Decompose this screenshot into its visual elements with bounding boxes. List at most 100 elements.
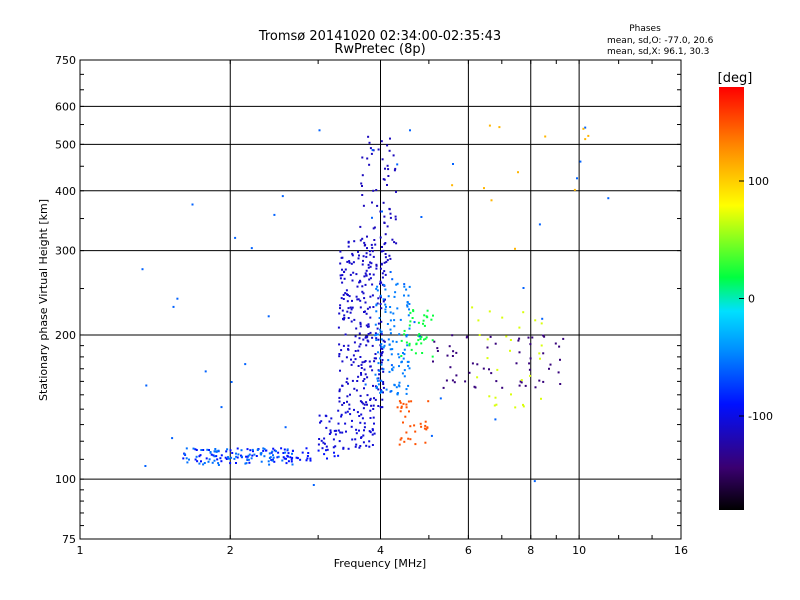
data-point	[350, 320, 353, 323]
data-point	[318, 129, 321, 132]
data-point	[380, 347, 382, 350]
x-tick-label: 10	[572, 544, 586, 557]
data-point	[582, 127, 585, 130]
data-point	[356, 285, 359, 288]
data-point	[382, 346, 385, 349]
data-point	[354, 350, 357, 352]
data-point	[380, 363, 383, 366]
data-point	[576, 177, 578, 180]
data-point	[370, 152, 373, 155]
data-point	[360, 372, 362, 374]
data-point	[514, 247, 516, 250]
data-point	[439, 397, 442, 400]
data-point	[352, 261, 355, 264]
data-point	[341, 403, 344, 406]
data-point	[360, 413, 363, 416]
data-point	[386, 184, 388, 186]
data-point	[267, 460, 270, 463]
data-point	[339, 250, 342, 253]
data-point	[386, 323, 389, 325]
data-point	[371, 283, 374, 286]
data-point	[195, 449, 198, 451]
data-point	[423, 314, 426, 317]
data-point	[433, 340, 436, 343]
data-point	[363, 297, 366, 300]
data-point	[185, 457, 188, 460]
data-point	[414, 443, 417, 446]
data-point	[471, 362, 474, 365]
data-point	[540, 322, 543, 325]
data-point	[338, 396, 341, 399]
data-point	[359, 394, 362, 397]
data-point	[384, 242, 387, 244]
data-point	[350, 308, 353, 311]
data-point	[380, 379, 383, 382]
data-point	[465, 336, 468, 339]
data-point	[220, 460, 223, 463]
data-point	[273, 460, 276, 463]
data-point	[219, 457, 222, 460]
data-point	[358, 281, 361, 284]
data-point	[267, 315, 270, 318]
data-point	[395, 340, 398, 343]
data-point	[369, 431, 372, 434]
data-point	[381, 276, 384, 279]
data-point	[365, 444, 368, 447]
data-point	[422, 319, 425, 322]
data-point	[394, 218, 397, 221]
data-point	[384, 288, 387, 291]
data-point	[540, 344, 543, 347]
data-point	[405, 392, 408, 395]
data-point	[346, 310, 349, 313]
data-point	[346, 410, 349, 413]
data-point	[330, 417, 333, 420]
data-point	[347, 245, 350, 248]
x-tick-label: 8	[527, 544, 534, 557]
chart-title: Tromsø 20141020 02:34:00-02:35:43	[258, 29, 501, 44]
data-point	[378, 317, 381, 319]
data-point	[584, 126, 587, 129]
data-point	[364, 272, 367, 275]
data-point	[233, 457, 236, 460]
data-point	[354, 438, 357, 441]
data-point	[357, 250, 359, 253]
data-point	[464, 380, 467, 383]
data-point	[235, 455, 238, 458]
data-point	[529, 343, 532, 346]
data-point	[400, 339, 403, 342]
data-point	[231, 452, 234, 454]
data-point	[372, 384, 374, 387]
data-point	[391, 340, 394, 343]
data-point	[332, 446, 335, 449]
data-point	[520, 379, 523, 382]
data-point	[235, 462, 237, 464]
colorbar-tick-label: 0	[748, 293, 755, 306]
data-point	[251, 448, 254, 451]
data-point	[384, 233, 387, 236]
data-point	[341, 309, 344, 312]
data-point	[360, 373, 363, 376]
data-point	[364, 373, 367, 376]
data-point	[285, 457, 287, 460]
data-point	[145, 384, 148, 387]
data-point	[432, 314, 434, 317]
data-point	[527, 336, 530, 339]
data-point	[476, 363, 479, 366]
data-point	[382, 178, 385, 181]
data-point	[144, 465, 147, 467]
data-point	[359, 225, 362, 228]
data-point	[369, 277, 372, 280]
data-point	[393, 241, 396, 244]
data-point	[377, 362, 380, 365]
data-point	[529, 374, 532, 377]
data-point	[369, 331, 372, 334]
data-point	[376, 302, 379, 305]
x-tick-label: 2	[227, 544, 234, 557]
data-point	[357, 257, 360, 260]
data-point	[340, 415, 343, 418]
data-point	[409, 438, 412, 441]
data-point	[406, 344, 409, 347]
data-point	[361, 290, 364, 293]
data-point	[271, 450, 274, 453]
data-point	[247, 454, 250, 457]
